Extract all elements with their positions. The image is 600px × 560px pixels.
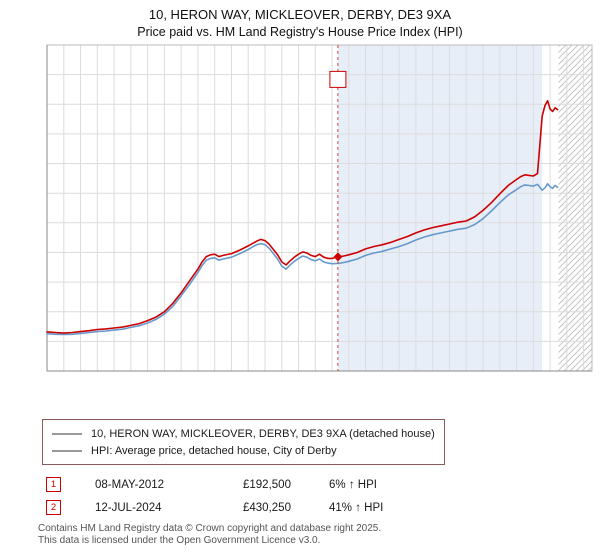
sale-1-diamond-marker: [333, 252, 343, 262]
page-title: 10, HERON WAY, MICKLEOVER, DERBY, DE3 9X…: [148, 7, 452, 22]
sale-date: 12-JUL-2024: [95, 501, 162, 514]
legend-label-hpi: HPI: Average price, detached house, City…: [91, 444, 337, 457]
sale-1-label-box: [329, 70, 347, 88]
footer-line-2: This data is licensed under the Open Gov…: [38, 535, 321, 546]
table-row-sale-1: 1 08-MAY-2012 £192,500 6% ↑ HPI: [46, 477, 600, 492]
property-line-swatch: [52, 432, 82, 435]
sale-number-badge-2: 2: [46, 500, 61, 515]
price-paid-line: [46, 99, 559, 334]
hpi-line: [46, 182, 559, 336]
price-history-chart: [46, 44, 593, 372]
sale-number-badge-1: 1: [46, 477, 61, 492]
page-subtitle: Price paid vs. HM Land Registry's House …: [137, 25, 463, 39]
between-sales-shading: [337, 45, 543, 371]
sale-price: £192,500: [243, 478, 291, 491]
sale-hpi-delta: 6% ↑ HPI: [329, 478, 377, 491]
legend-item-hpi: HPI: Average price, detached house, City…: [52, 442, 435, 459]
hpi-line-swatch: [52, 449, 82, 452]
future-hatch-region: [558, 45, 592, 371]
table-row-sale-2: 2 12-JUL-2024 £430,250 41% ↑ HPI: [46, 500, 600, 515]
sale-price: £430,250: [243, 501, 291, 514]
sale-date: 08-MAY-2012: [95, 478, 165, 491]
legend-label-property: 10, HERON WAY, MICKLEOVER, DERBY, DE3 9X…: [91, 427, 435, 440]
footer-line-1: Contains HM Land Registry data © Crown c…: [38, 523, 382, 534]
chart-legend: 10, HERON WAY, MICKLEOVER, DERBY, DE3 9X…: [42, 419, 445, 465]
sales-table: 1 08-MAY-2012 £192,500 6% ↑ HPI 2 12-JUL…: [46, 477, 600, 515]
license-footer: Contains HM Land Registry data © Crown c…: [38, 523, 600, 547]
sale-hpi-delta: 41% ↑ HPI: [329, 501, 384, 514]
legend-item-property: 10, HERON WAY, MICKLEOVER, DERBY, DE3 9X…: [52, 425, 435, 442]
